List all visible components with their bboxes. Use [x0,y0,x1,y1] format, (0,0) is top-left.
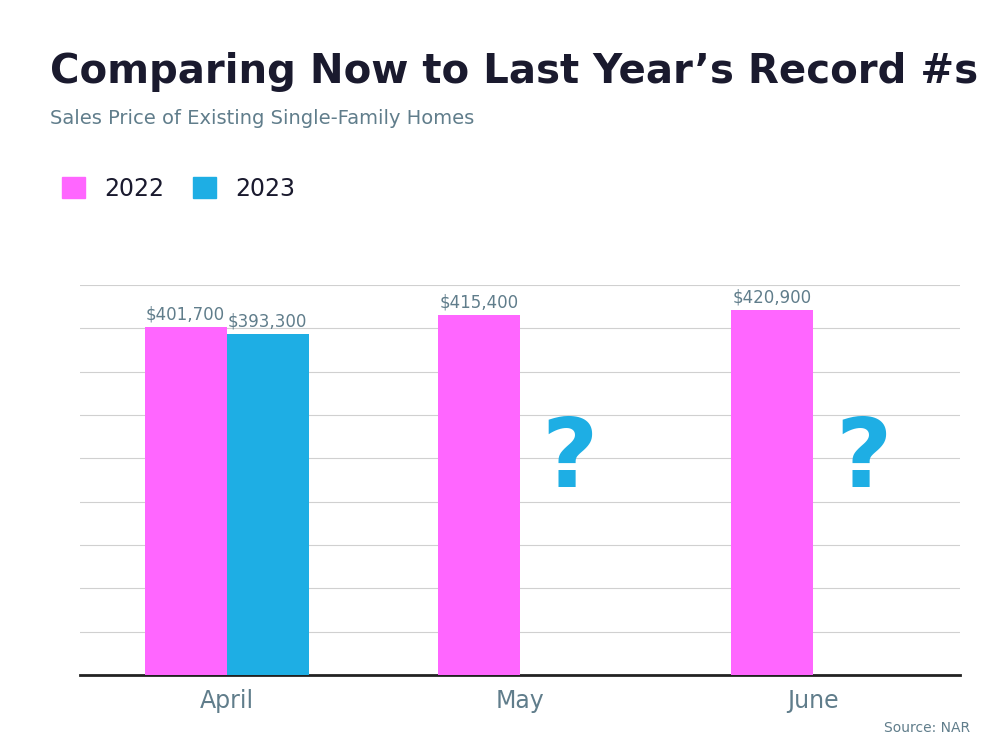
Text: ?: ? [835,414,891,507]
Bar [145,327,227,675]
Text: $415,400: $415,400 [439,293,518,311]
Text: $401,700: $401,700 [146,305,225,323]
Text: Comparing Now to Last Year’s Record #s: Comparing Now to Last Year’s Record #s [50,53,978,92]
Bar [227,334,309,675]
Text: $420,900: $420,900 [733,289,812,307]
Text: Source: NAR: Source: NAR [884,721,970,735]
Text: ?: ? [542,414,598,507]
Bar [731,310,813,675]
Legend: 2022, 2023: 2022, 2023 [62,177,295,201]
Bar [438,315,520,675]
Text: Sales Price of Existing Single-Family Homes: Sales Price of Existing Single-Family Ho… [50,109,474,128]
Text: $393,300: $393,300 [228,313,307,331]
